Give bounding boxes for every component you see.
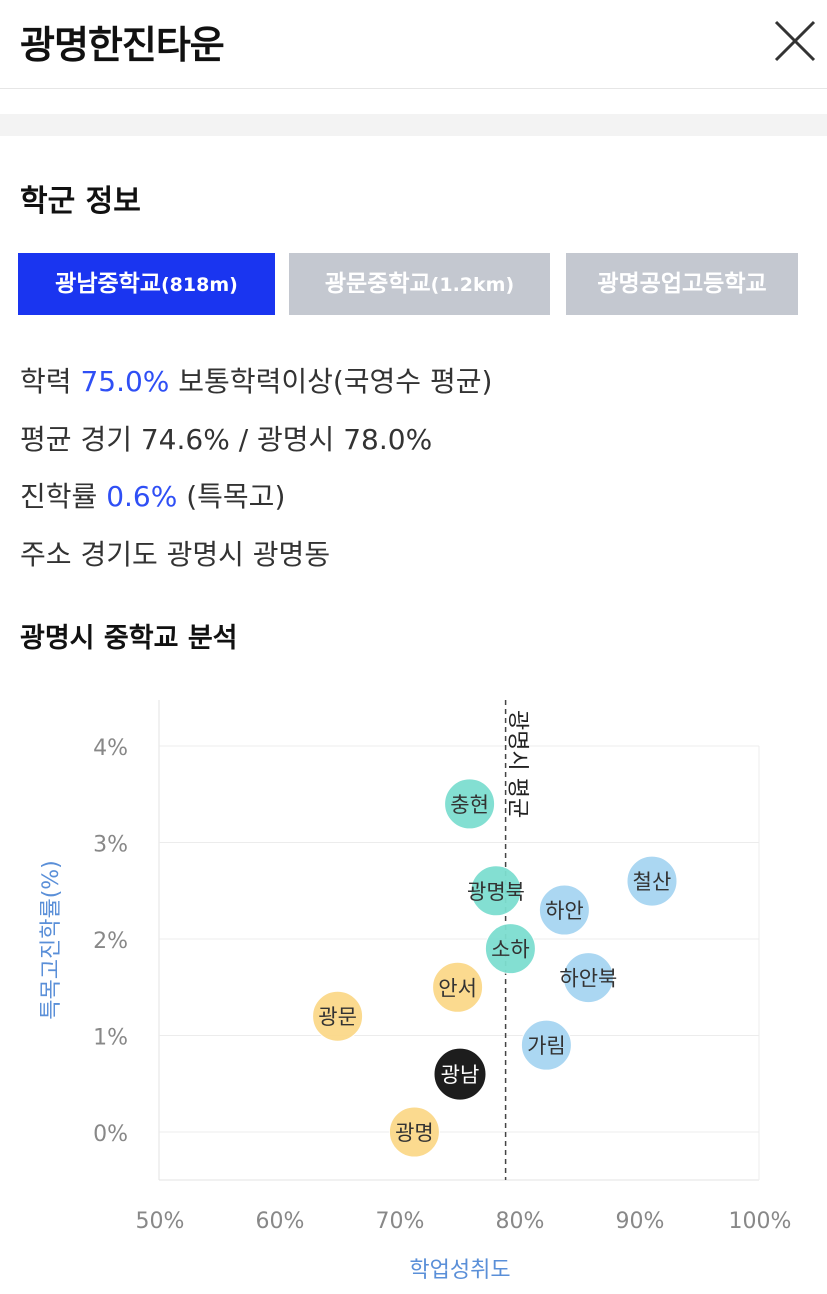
x-tick-label: 90% (616, 1209, 665, 1234)
tab-distance: (1.2km) (430, 274, 515, 296)
y-axis-title: 특목고진학률(%) (39, 860, 64, 1020)
x-tick-label: 70% (376, 1209, 425, 1234)
school-point-label: 광명 (395, 1121, 434, 1145)
school-point (538, 884, 590, 936)
section-title: 학군 정보 (20, 184, 141, 219)
school-point (432, 961, 484, 1013)
info-academic: 학력 75.0% 보통학력이상(국영수 평균) (20, 360, 492, 400)
school-point (388, 1106, 440, 1158)
school-point-label: 하안 (545, 899, 584, 923)
page-title: 광명한진타운 (20, 23, 225, 67)
tab-label: 광문중학교 (324, 271, 431, 297)
school-tabs: 광남중학교(818m) 광문중학교(1.2km) 광명공업고등학교 (18, 253, 818, 315)
school-point-label: 안서 (438, 976, 477, 1000)
school-point-label: 가림 (527, 1034, 566, 1058)
info-value: 경기 74.6% / 광명시 78.0% (80, 423, 433, 456)
info-average: 평균 경기 74.6% / 광명시 78.0% (20, 418, 432, 458)
school-point (484, 923, 536, 975)
y-tick-label: 3% (93, 833, 128, 858)
y-tick-label: 2% (93, 929, 128, 954)
info-suffix: (특목고) (186, 480, 286, 513)
chart-title: 광명시 중학교 분석 (20, 623, 238, 654)
tab-school-0[interactable]: 광남중학교(818m) (18, 253, 275, 315)
school-point (312, 990, 364, 1042)
info-address: 주소 경기도 광명시 광명동 (20, 533, 330, 573)
school-point-label: 광문 (318, 1005, 357, 1029)
school-point (444, 778, 496, 830)
header: 광명한진타운 (0, 0, 827, 89)
info-label: 학력 (20, 365, 72, 398)
school-point-label: 철산 (633, 870, 672, 894)
tab-school-2[interactable]: 광명공업고등학교 (566, 253, 798, 315)
tab-school-1[interactable]: 광문중학교(1.2km) (289, 253, 550, 315)
info-value: 75.0% (80, 365, 170, 398)
school-point (562, 952, 614, 1004)
school-point-label: 충현 (450, 793, 489, 817)
school-point-label: 하안북 (559, 967, 617, 991)
y-tick-label: 0% (93, 1122, 128, 1147)
section-divider (0, 114, 827, 136)
school-point (434, 1048, 486, 1100)
info-label: 주소 (20, 538, 72, 571)
school-point (626, 855, 678, 907)
school-point (520, 1019, 572, 1071)
info-label: 진학률 (20, 480, 98, 513)
x-tick-label: 100% (729, 1209, 792, 1234)
info-value: 0.6% (106, 480, 178, 513)
info-label: 평균 (20, 423, 72, 456)
x-tick-label: 60% (256, 1209, 305, 1234)
x-tick-label: 80% (496, 1209, 545, 1234)
scatter-chart: 0% 1% 2% 3% 4% 50% 60% 70% 80% 90% 100% 학업성취도 특목고진학률… (39, 700, 792, 1283)
close-button[interactable] (772, 18, 818, 64)
school-point-label: 소하 (491, 938, 530, 962)
x-axis-title: 학업성취도 (409, 1258, 510, 1283)
average-reference-label: 광명시 평균 (505, 710, 530, 818)
info-value: 경기도 광명시 광명동 (80, 538, 331, 571)
close-icon (774, 20, 816, 62)
y-tick-label: 1% (93, 1026, 128, 1051)
y-tick-label: 4% (93, 736, 128, 761)
info-advance: 진학률 0.6% (특목고) (20, 475, 285, 515)
tab-label: 광남중학교 (55, 271, 161, 297)
school-point-label: 광명북 (467, 880, 525, 904)
school-point (470, 865, 522, 917)
school-point-label: 광남 (441, 1063, 480, 1087)
x-tick-label: 50% (136, 1209, 185, 1234)
info-suffix: 보통학력이상(국영수 평균) (178, 365, 493, 398)
tab-distance: (818m) (160, 274, 238, 296)
tab-label: 광명공업고등학교 (597, 271, 767, 297)
